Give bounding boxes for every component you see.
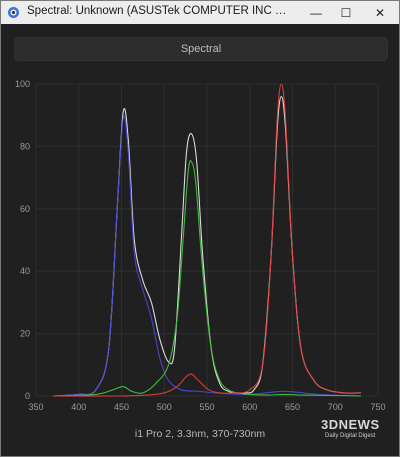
x-tick-label: 700	[328, 402, 343, 412]
spectral-chart: 0 20 40 60 80 100 350 400 450 500 550 600 650 700 750	[15, 79, 386, 412]
title-bar[interactable]: Spectral: Unknown (ASUSTek COMPUTER INC …	[1, 1, 399, 24]
x-tick-label: 600	[242, 402, 257, 412]
window-content: Spectral 0 20 40 60 80 100 350 400 450 500 550 600…	[1, 24, 399, 456]
maximize-icon: ☐	[340, 5, 352, 20]
y-tick-label: 0	[25, 391, 30, 401]
x-tick-label: 550	[199, 402, 214, 412]
y-axis-ticks: 0 20 40 60 80 100	[15, 79, 30, 401]
tab-spectral[interactable]: Spectral	[14, 37, 388, 61]
x-tick-label: 400	[71, 402, 86, 412]
x-tick-label: 650	[285, 402, 300, 412]
maximize-button[interactable]: ☐	[331, 1, 361, 24]
3dnews-watermark: 3DNEWS Daily Digital Digest	[321, 417, 391, 447]
x-tick-label: 750	[370, 402, 385, 412]
x-tick-label: 450	[114, 402, 129, 412]
close-icon: ✕	[374, 5, 386, 20]
series-line-green	[53, 160, 361, 397]
series-line-red	[53, 83, 361, 397]
chart-series	[53, 83, 361, 397]
watermark-tagline: Daily Digital Digest	[325, 433, 376, 439]
y-tick-label: 40	[20, 266, 30, 276]
y-tick-label: 80	[20, 141, 30, 151]
instrument-caption: i1 Pro 2, 3.3nm, 370-730nm	[134, 428, 266, 440]
window-title: Spectral: Unknown (ASUSTek COMPUTER INC …	[27, 5, 289, 17]
y-tick-label: 60	[20, 204, 30, 214]
minimize-icon: —	[310, 5, 322, 20]
y-tick-label: 100	[15, 79, 30, 89]
x-tick-label: 500	[157, 402, 172, 412]
y-tick-label: 20	[20, 329, 30, 339]
close-button[interactable]: ✕	[365, 1, 395, 24]
x-axis-ticks: 350 400 450 500 550 600 650 700 750	[28, 402, 385, 412]
chart-grid	[35, 83, 379, 397]
x-tick-label: 350	[28, 402, 43, 412]
spectral-app-icon	[8, 7, 19, 18]
minimize-button[interactable]: —	[301, 1, 331, 24]
watermark-logo-text: 3DNEWS	[321, 417, 380, 432]
